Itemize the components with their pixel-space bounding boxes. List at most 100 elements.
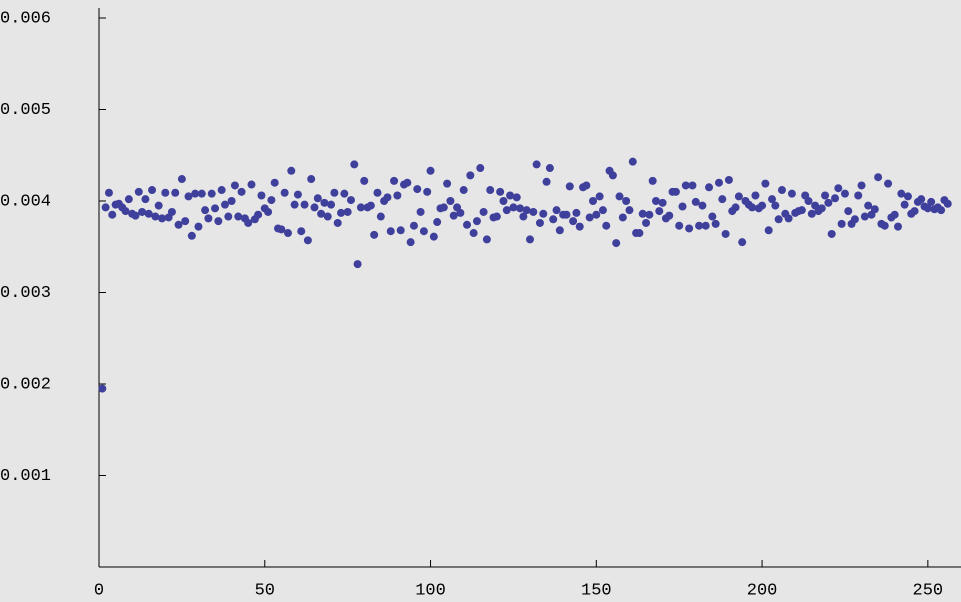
point	[463, 220, 472, 229]
point	[738, 238, 747, 247]
point	[691, 197, 700, 206]
point	[549, 215, 558, 224]
point	[303, 236, 312, 245]
point	[290, 200, 299, 209]
point	[622, 197, 631, 205]
point	[157, 214, 166, 223]
point	[393, 191, 402, 200]
point	[516, 204, 525, 213]
point	[419, 227, 428, 236]
point	[857, 181, 866, 190]
point	[337, 208, 346, 217]
point	[890, 210, 899, 219]
point	[466, 171, 475, 180]
point	[317, 209, 326, 218]
point	[459, 186, 468, 195]
point	[701, 221, 710, 230]
point	[104, 188, 113, 197]
point	[923, 204, 932, 213]
point	[884, 179, 893, 188]
point	[254, 210, 263, 219]
point	[293, 190, 302, 199]
point	[539, 209, 548, 218]
point	[529, 207, 538, 216]
point	[277, 225, 286, 234]
point	[144, 209, 153, 218]
point	[824, 198, 833, 207]
point	[108, 210, 117, 219]
point	[201, 206, 210, 215]
point	[131, 211, 140, 220]
point	[565, 182, 574, 191]
point	[870, 205, 879, 214]
point	[522, 206, 531, 215]
point	[840, 189, 849, 198]
point	[194, 222, 203, 231]
point	[366, 201, 375, 210]
x-tick-label: 100	[415, 581, 446, 600]
y-tick-label: 0.005	[0, 101, 51, 120]
point	[449, 211, 458, 220]
point	[711, 219, 720, 228]
point	[771, 201, 780, 210]
point	[864, 201, 873, 210]
point	[134, 187, 143, 196]
point	[678, 202, 687, 211]
point	[671, 187, 680, 196]
point	[433, 218, 442, 227]
point	[313, 194, 322, 203]
point	[688, 181, 697, 190]
point	[227, 197, 236, 205]
point	[356, 203, 365, 212]
point	[784, 214, 793, 223]
point	[353, 260, 362, 269]
point	[406, 238, 415, 247]
point	[148, 186, 157, 195]
y-tick-label: 0.004	[0, 192, 51, 211]
point	[817, 204, 826, 213]
point	[396, 226, 405, 235]
point	[917, 195, 926, 204]
point	[572, 208, 581, 217]
point	[346, 196, 355, 205]
point	[151, 212, 160, 221]
point	[804, 197, 813, 205]
point	[184, 192, 193, 201]
point	[376, 212, 385, 221]
point	[648, 176, 657, 185]
point	[681, 181, 690, 190]
point	[499, 197, 508, 205]
y-tick-label: 0.001	[0, 467, 51, 486]
point	[429, 232, 438, 241]
point	[748, 203, 757, 212]
point	[280, 188, 289, 197]
point	[403, 178, 412, 187]
point	[509, 203, 518, 212]
point	[506, 191, 515, 200]
point	[542, 177, 551, 186]
point	[592, 210, 601, 219]
point	[217, 186, 226, 195]
point	[486, 186, 495, 195]
point	[264, 207, 273, 216]
point	[768, 195, 777, 204]
point	[330, 188, 339, 197]
point	[191, 189, 200, 198]
point	[390, 176, 399, 185]
point	[211, 204, 220, 213]
point	[642, 218, 651, 227]
point	[237, 187, 246, 196]
point	[844, 207, 853, 216]
point	[777, 186, 786, 195]
point	[837, 219, 846, 228]
point	[595, 192, 604, 201]
point	[658, 198, 667, 207]
point	[472, 217, 481, 226]
point	[821, 191, 830, 200]
point	[774, 215, 783, 224]
point	[469, 229, 478, 238]
point	[386, 227, 395, 236]
point	[423, 187, 432, 196]
point	[854, 191, 863, 200]
